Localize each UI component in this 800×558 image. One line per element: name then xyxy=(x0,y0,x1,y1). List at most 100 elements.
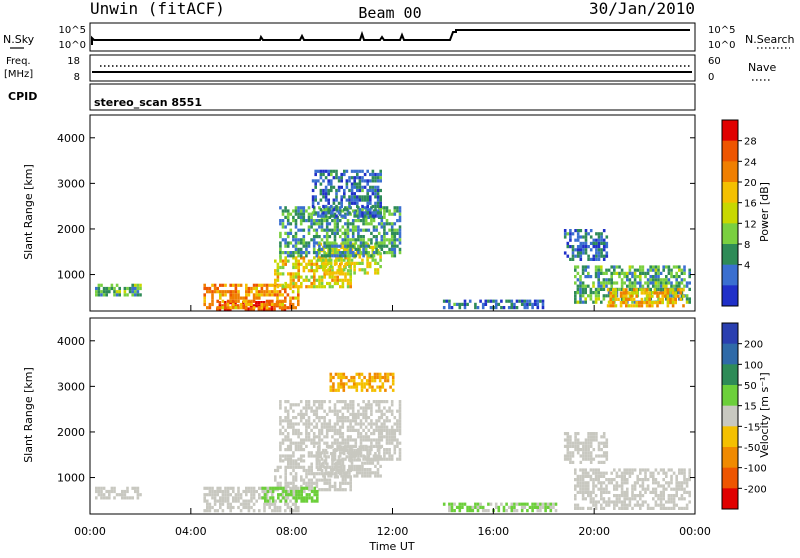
heatmap-cell xyxy=(279,400,282,404)
heatmap-cell xyxy=(319,182,323,186)
heatmap-cell xyxy=(290,489,293,494)
heatmap-cell xyxy=(324,458,328,462)
heatmap-cell xyxy=(346,254,350,258)
heatmap-cell xyxy=(661,294,664,298)
heatmap-cell xyxy=(581,487,585,491)
heatmap-cell xyxy=(305,400,308,404)
heatmap-cell xyxy=(574,248,577,252)
time-xlabel: Time UT xyxy=(368,540,414,553)
y-tick-label: 3000 xyxy=(57,177,85,190)
heatmap-cell xyxy=(328,481,332,485)
heatmap-cell xyxy=(131,283,134,287)
heatmap-cell xyxy=(584,487,587,491)
heatmap-cell xyxy=(377,419,381,423)
heatmap-cell xyxy=(678,275,681,279)
heatmap-cell xyxy=(344,457,347,461)
heatmap-cell xyxy=(365,379,369,383)
heatmap-cell xyxy=(292,262,295,266)
heatmap-cell xyxy=(332,214,336,218)
heatmap-cell xyxy=(362,400,365,404)
heatmap-cell xyxy=(396,219,399,223)
heatmap-cell xyxy=(324,461,328,465)
heatmap-cell xyxy=(346,241,350,245)
heatmap-cell xyxy=(383,225,386,229)
heatmap-cell xyxy=(289,212,293,216)
heatmap-cell xyxy=(252,283,256,287)
heatmap-cell xyxy=(592,448,596,452)
heatmap-cell xyxy=(367,222,371,226)
heatmap-cell xyxy=(302,406,306,410)
heatmap-cell xyxy=(307,231,311,235)
heatmap-cell xyxy=(597,454,601,458)
heatmap-cell xyxy=(380,412,384,416)
heatmap-cell xyxy=(640,301,644,305)
heatmap-cell xyxy=(279,486,283,490)
heatmap-cell xyxy=(381,382,385,386)
heatmap-cell xyxy=(636,275,639,279)
heatmap-cell xyxy=(587,265,590,269)
heatmap-cell xyxy=(531,302,534,306)
heatmap-cell xyxy=(369,201,372,205)
heatmap-cell xyxy=(105,489,108,494)
heatmap-cell xyxy=(276,505,279,510)
heatmap-cell xyxy=(638,304,641,308)
heatmap-cell xyxy=(331,484,334,489)
heatmap-cell xyxy=(523,505,527,509)
heatmap-cell xyxy=(338,419,342,423)
heatmap-cell xyxy=(286,293,290,297)
heatmap-cell xyxy=(371,172,375,177)
heatmap-cell xyxy=(602,451,606,455)
heatmap-cell xyxy=(334,372,338,376)
heatmap-cell xyxy=(594,484,598,488)
heatmap-cell xyxy=(292,416,295,420)
heatmap-cell xyxy=(357,251,360,255)
heatmap-cell xyxy=(678,265,681,269)
heatmap-cell xyxy=(281,419,285,423)
heatmap-cell xyxy=(328,206,332,210)
heatmap-cell xyxy=(322,211,325,215)
heatmap-cell xyxy=(594,474,598,478)
heatmap-cell xyxy=(354,419,358,423)
heatmap-cell xyxy=(121,493,124,497)
heatmap-cell xyxy=(344,416,347,420)
heatmap-cell xyxy=(302,278,306,282)
heatmap-cell xyxy=(359,422,363,426)
heatmap-cell xyxy=(646,271,650,275)
heatmap-cell xyxy=(232,290,235,294)
heatmap-cell xyxy=(370,419,373,423)
heatmap-cell xyxy=(541,306,545,310)
heatmap-cell xyxy=(339,385,343,389)
heatmap-cell xyxy=(277,493,280,497)
heatmap-cell xyxy=(620,278,624,282)
heatmap-cell xyxy=(325,412,329,416)
heatmap-cell xyxy=(350,458,354,462)
heatmap-cell xyxy=(305,444,308,448)
heatmap-cell xyxy=(350,176,354,180)
heatmap-cell xyxy=(515,306,519,310)
heatmap-cell xyxy=(258,493,261,497)
heatmap-cell xyxy=(335,471,338,475)
heatmap-cell xyxy=(597,268,600,272)
heatmap-cell xyxy=(284,416,287,420)
heatmap-cell xyxy=(362,251,365,255)
heatmap-cell xyxy=(362,238,365,242)
heatmap-cell xyxy=(284,259,287,263)
heatmap-cell xyxy=(589,275,593,279)
heatmap-cell xyxy=(351,222,355,226)
heatmap-cell xyxy=(595,432,598,436)
heatmap-cell xyxy=(393,251,397,255)
heatmap-cell xyxy=(229,290,232,294)
heatmap-cell xyxy=(330,169,333,173)
heatmap-cell xyxy=(566,432,570,436)
heatmap-cell xyxy=(605,254,609,258)
heatmap-cell xyxy=(393,209,397,213)
heatmap-cell xyxy=(345,179,349,183)
heatmap-cell xyxy=(337,188,341,193)
heatmap-cell xyxy=(576,251,580,255)
heatmap-cell xyxy=(226,299,230,303)
heatmap-cell xyxy=(239,302,243,307)
heatmap-cell xyxy=(299,412,303,416)
heatmap-cell xyxy=(333,222,337,226)
heatmap-cell xyxy=(271,283,274,287)
heatmap-cell xyxy=(266,486,270,490)
